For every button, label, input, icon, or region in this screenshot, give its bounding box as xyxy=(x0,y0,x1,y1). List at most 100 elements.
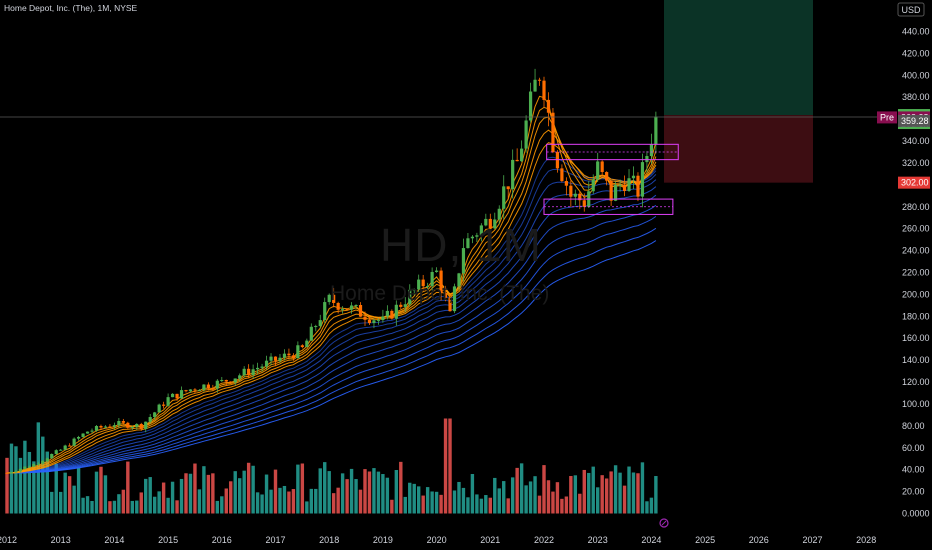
volume-bar xyxy=(439,494,443,514)
candle-body xyxy=(63,445,67,450)
time-axis[interactable]: 2012 2013 2014 2015 2016 2017 2018 2019 2020 2021… xyxy=(0,532,932,550)
volume-bar xyxy=(152,496,157,514)
currency-label: USD xyxy=(901,5,921,15)
volume-bar xyxy=(381,474,385,514)
ref-price-tag-bg xyxy=(898,114,930,127)
ema-slow-33 xyxy=(7,179,657,474)
candle-body xyxy=(117,421,121,426)
symbol-header[interactable]: Home Depot, Inc. (The), 1M, NYSE xyxy=(4,3,138,13)
volume-bar xyxy=(264,474,269,514)
volume-bar xyxy=(613,465,618,514)
volume-bar xyxy=(246,462,251,514)
candle-body xyxy=(300,345,304,348)
candle-body xyxy=(224,379,228,382)
candle-body xyxy=(148,417,152,422)
volume-bar xyxy=(157,491,161,514)
volume-bar xyxy=(510,477,515,514)
volume-bar xyxy=(519,463,524,514)
volume-bar xyxy=(63,472,67,514)
risk-reward-zones[interactable] xyxy=(664,0,813,183)
range-boxes[interactable] xyxy=(543,143,679,215)
candle-body xyxy=(23,466,27,469)
volume-bar xyxy=(220,496,224,514)
candle-body xyxy=(466,238,470,249)
volume-bar xyxy=(654,476,658,514)
volume-bar xyxy=(287,491,291,514)
pre-label-bg xyxy=(877,111,897,124)
candle-body xyxy=(256,367,260,370)
candle-body xyxy=(569,185,573,197)
ema-slow-40 xyxy=(7,186,657,474)
volume-bar xyxy=(564,496,569,514)
candle-body xyxy=(202,384,206,390)
volume-bar xyxy=(206,474,211,514)
candle-body xyxy=(309,326,313,341)
candle-body xyxy=(211,388,215,390)
price-tick: 160.00 xyxy=(902,333,930,343)
candle-body xyxy=(139,423,143,429)
ref-price-tag: 359.28 xyxy=(901,116,929,126)
volume-bar xyxy=(582,469,586,514)
volume-bar xyxy=(278,487,282,514)
volume-bar xyxy=(269,489,273,514)
ema-slow-90 xyxy=(7,240,657,474)
alert-marker-icon[interactable] xyxy=(659,518,669,528)
volume-bar xyxy=(551,491,555,514)
candle-body xyxy=(108,426,112,428)
volume-bar xyxy=(50,491,54,514)
candle-body xyxy=(457,273,461,287)
candle-body xyxy=(484,218,488,226)
candle-body xyxy=(605,172,609,181)
stop-price-tag-bg xyxy=(898,176,930,189)
volume-bar xyxy=(425,487,430,514)
price-tick: 380.00 xyxy=(902,92,930,102)
candle-body xyxy=(488,218,492,229)
candle-body xyxy=(609,180,613,201)
price-tick: 340.00 xyxy=(902,136,930,146)
volume-bar xyxy=(255,492,260,514)
ema-fast-11 xyxy=(6,129,657,474)
price-tick: 140.00 xyxy=(902,355,930,365)
volume-bar xyxy=(555,482,560,514)
volume-bar xyxy=(470,474,475,514)
price-tick: 120.00 xyxy=(902,377,930,387)
pre-label: Pre xyxy=(880,112,894,122)
volume-bar xyxy=(528,481,533,514)
time-axis-bg xyxy=(0,532,932,550)
volume-bar xyxy=(591,466,595,514)
volume-bar xyxy=(67,476,72,514)
candle-body xyxy=(206,384,210,389)
volume-bar xyxy=(443,418,448,514)
volume-bar xyxy=(376,471,381,514)
volume-bar xyxy=(27,451,32,514)
candle-body xyxy=(54,450,58,454)
candle-body xyxy=(157,404,161,413)
volume-bar xyxy=(202,466,206,514)
volume-bar xyxy=(32,461,36,514)
candle-body xyxy=(591,179,595,192)
candle-body xyxy=(448,297,452,312)
price-axis[interactable]: USD 440.00 420.00 400.00 380.00 340.00 320.00 2… xyxy=(895,0,932,550)
candle-body xyxy=(614,185,618,201)
candle-body xyxy=(242,368,246,376)
volume-bar xyxy=(54,463,58,514)
candle-body xyxy=(582,200,586,207)
candle-body xyxy=(287,353,291,356)
candle-body xyxy=(399,304,403,307)
candle-body xyxy=(336,302,340,310)
candle-body xyxy=(363,316,367,320)
volume-bar xyxy=(305,501,309,514)
volume-bars xyxy=(5,418,658,514)
volume-bar xyxy=(542,465,546,514)
volume-bar xyxy=(242,470,246,514)
candle-body xyxy=(533,79,537,92)
time-tick: 2024 xyxy=(641,535,661,545)
candle-body xyxy=(72,438,76,446)
candle-body xyxy=(291,355,295,359)
ema-slow-78 xyxy=(7,227,657,474)
volume-bar xyxy=(318,468,322,514)
candle-body xyxy=(264,360,269,367)
candle-body xyxy=(502,186,506,209)
candle-body xyxy=(524,120,528,149)
